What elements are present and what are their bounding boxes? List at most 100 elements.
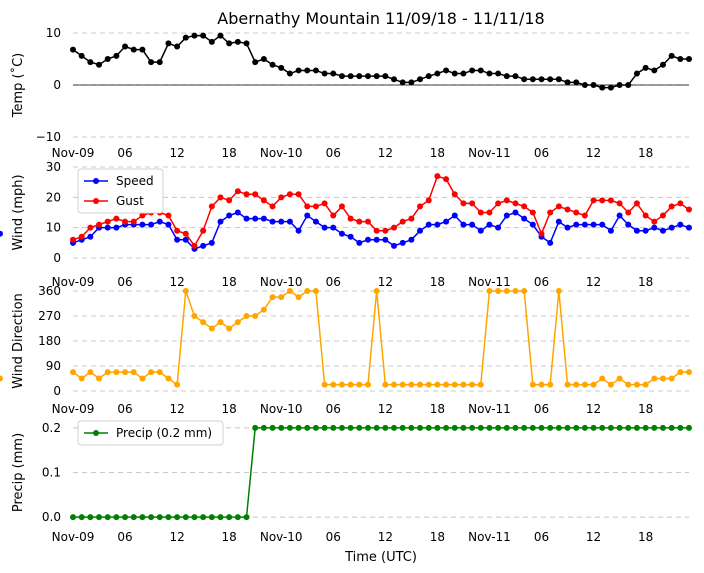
data-point (469, 424, 476, 431)
data-point (625, 424, 632, 431)
legend: Speed Gust (77, 168, 164, 214)
data-point (312, 288, 319, 294)
x-tick-label: Nov-09 (52, 402, 95, 416)
y-tick-label: 180 (38, 334, 61, 348)
data-point (304, 288, 311, 294)
data-point (252, 59, 259, 66)
x-tick-label: 06 (534, 530, 549, 544)
x-tick-label: 12 (169, 530, 184, 544)
data-point (564, 206, 571, 213)
panel-4: 0.0 0.1 0.2 Precip (mm) Nov-09 06 12 18 Nov-10 06… (11, 420, 692, 544)
data-point (564, 381, 571, 388)
data-point (165, 212, 172, 219)
legend-marker (93, 430, 99, 436)
data-point (460, 200, 467, 207)
data-point (347, 73, 354, 80)
data-point (96, 514, 103, 521)
y-tick-label: 90 (46, 359, 61, 373)
data-point (677, 200, 684, 207)
data-point (286, 288, 293, 294)
data-point (651, 424, 658, 431)
data-point (408, 79, 415, 86)
data-point (434, 381, 441, 388)
data-point (70, 369, 76, 376)
x-tick-label: 12 (169, 402, 184, 416)
data-point (417, 76, 424, 83)
legend-box (77, 420, 224, 446)
data-point (547, 209, 554, 216)
x-tick-label: 06 (326, 402, 341, 416)
data-point (113, 369, 120, 376)
data-point (625, 221, 632, 228)
data-point (156, 59, 163, 66)
data-point (113, 514, 120, 521)
data-point (495, 224, 502, 231)
y-tick-label: 0 (53, 78, 61, 92)
data-point (677, 56, 684, 62)
y-axis-label: Wind Direction (11, 293, 26, 389)
data-point (321, 381, 328, 388)
data-point (521, 215, 528, 222)
data-point (217, 319, 224, 326)
data-point (304, 67, 311, 74)
x-tick-label: Nov-11 (468, 402, 511, 416)
data-point (104, 224, 111, 231)
y-tick-label: 270 (38, 309, 61, 323)
legend-box (77, 168, 164, 214)
data-point (477, 424, 484, 431)
data-point (174, 381, 181, 388)
data-point (156, 218, 163, 225)
data-point (0, 230, 3, 237)
data-point (486, 209, 493, 216)
data-point (521, 288, 528, 294)
data-point (226, 212, 233, 219)
data-point (269, 218, 276, 225)
data-point (529, 221, 536, 228)
x-tick-label: 18 (222, 275, 237, 289)
data-point (607, 227, 614, 234)
data-point (295, 294, 302, 301)
data-point (217, 218, 224, 225)
data-point (243, 191, 250, 198)
data-point (512, 288, 519, 294)
data-point (564, 424, 571, 431)
data-point (347, 424, 354, 431)
data-point (356, 381, 363, 388)
x-tick-label: 06 (326, 146, 341, 160)
data-point (590, 221, 597, 228)
data-point (495, 288, 502, 294)
x-tick-label: 06 (326, 530, 341, 544)
series-line (72, 290, 689, 386)
data-point (659, 61, 666, 68)
data-point (208, 325, 215, 332)
data-point (182, 288, 189, 294)
data-point (373, 288, 380, 294)
data-point (78, 375, 85, 382)
data-point (364, 73, 371, 80)
data-point (460, 221, 467, 228)
chart-title: Abernathy Mountain 11/09/18 - 11/11/18 (217, 9, 544, 28)
data-point (616, 82, 623, 88)
x-tick-label: Nov-11 (468, 530, 511, 544)
data-point (139, 375, 146, 382)
data-point (139, 212, 146, 219)
data-point (460, 424, 467, 431)
data-point (573, 424, 580, 431)
data-point (382, 227, 389, 234)
data-point (373, 424, 380, 431)
data-point (607, 381, 614, 388)
data-point (495, 200, 502, 207)
data-point (182, 230, 189, 237)
x-tick-label: 12 (169, 146, 184, 160)
data-point (174, 43, 181, 50)
data-point (425, 381, 432, 388)
data-point (139, 514, 146, 521)
data-point (234, 209, 241, 216)
data-point (234, 188, 241, 195)
data-point (668, 424, 675, 431)
data-point (330, 70, 337, 77)
data-point (226, 197, 233, 204)
data-point (130, 514, 137, 521)
data-point (633, 70, 640, 77)
x-tick-label: Nov-11 (468, 275, 511, 289)
